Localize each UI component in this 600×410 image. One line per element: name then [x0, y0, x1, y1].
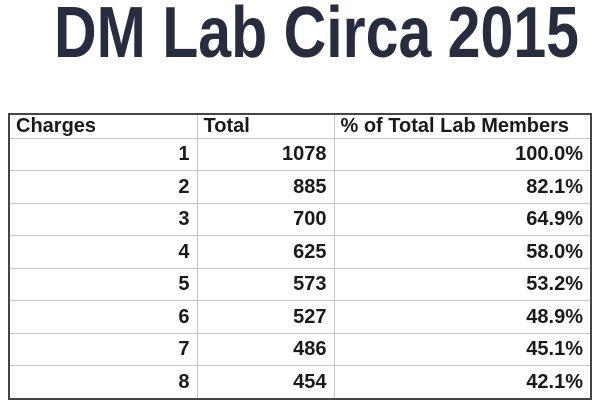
cell-total: 885	[196, 170, 335, 204]
table-row: 6 527 48.9%	[8, 300, 592, 334]
cell-percent: 53.2%	[333, 267, 592, 302]
cell-percent: 42.1%	[333, 365, 592, 400]
cell-charges: 8	[8, 365, 198, 400]
cell-total: 486	[196, 332, 335, 367]
cell-total: 527	[196, 300, 335, 334]
cell-total: 573	[196, 267, 335, 302]
table-row: 5 573 53.2%	[8, 267, 592, 302]
cell-total: 625	[196, 235, 335, 269]
cell-total: 1078	[196, 137, 335, 172]
column-header-total: Total	[196, 113, 335, 139]
cell-charges: 5	[8, 267, 198, 302]
cell-percent: 100.0%	[333, 137, 592, 172]
column-header-percent-of-total-lab-members: % of Total Lab Members	[333, 113, 592, 139]
table-row: 2 885 82.1%	[8, 170, 592, 204]
cell-total: 454	[196, 365, 335, 400]
cell-charges: 3	[8, 202, 198, 237]
page-title: DM Lab Circa 2015	[54, 0, 580, 73]
cell-percent: 82.1%	[333, 170, 592, 204]
cell-percent: 64.9%	[333, 202, 592, 237]
table-row: 4 625 58.0%	[8, 235, 592, 269]
table-row: 8 454 42.1%	[8, 365, 592, 400]
cell-percent: 58.0%	[333, 235, 592, 269]
table-row: 1 1078 100.0%	[8, 137, 592, 172]
cell-total: 700	[196, 202, 335, 237]
header-row: Charges Total % of Total Lab Members	[8, 113, 592, 139]
table-row: 7 486 45.1%	[8, 332, 592, 367]
cell-percent: 48.9%	[333, 300, 592, 334]
cell-charges: 6	[8, 300, 198, 334]
cell-charges: 1	[8, 137, 198, 172]
cell-charges: 4	[8, 235, 198, 269]
cell-percent: 45.1%	[333, 332, 592, 367]
table-row: 3 700 64.9%	[8, 202, 592, 237]
lab-members-table: Charges Total % of Total Lab Members 1 10…	[8, 113, 592, 400]
cell-charges: 7	[8, 332, 198, 367]
table-body: 1 1078 100.0% 2 885 82.1% 3 700 64.9% 4 625 58.0% 5 5…	[8, 137, 592, 400]
column-header-charges: Charges	[8, 113, 198, 139]
cell-charges: 2	[8, 170, 198, 204]
